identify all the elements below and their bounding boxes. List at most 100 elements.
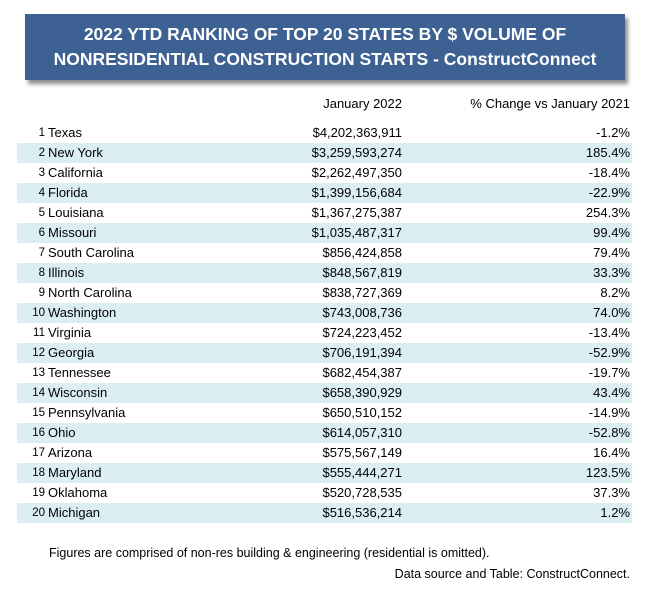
table-row: 14 Wisconsin $658,390,929 43.4% bbox=[17, 383, 632, 403]
table-row: 7 South Carolina $856,424,858 79.4% bbox=[17, 243, 632, 263]
state-cell: Louisiana bbox=[48, 205, 104, 220]
footnote: Figures are comprised of non-res buildin… bbox=[49, 546, 490, 560]
table-row: 5 Louisiana $1,367,275,387 254.3% bbox=[17, 203, 632, 223]
value-cell: $743,008,736 bbox=[322, 305, 402, 320]
state-cell: Ohio bbox=[48, 425, 76, 440]
pct-change-cell: 99.4% bbox=[593, 225, 630, 240]
value-cell: $856,424,858 bbox=[322, 245, 402, 260]
table-row: 19 Oklahoma $520,728,535 37.3% bbox=[17, 483, 632, 503]
table-row: 8 Illinois $848,567,819 33.3% bbox=[17, 263, 632, 283]
rank-cell: 20 bbox=[32, 507, 45, 519]
column-header-pct-change: % Change vs January 2021 bbox=[470, 96, 630, 111]
table-row: 17 Arizona $575,567,149 16.4% bbox=[17, 443, 632, 463]
state-cell: Michigan bbox=[48, 505, 101, 520]
table-row: 11 Virginia $724,223,452 -13.4% bbox=[17, 323, 632, 343]
rank-cell: 14 bbox=[32, 387, 45, 399]
pct-change-cell: 33.3% bbox=[593, 265, 630, 280]
title-line-2: NONRESIDENTIAL CONSTRUCTION STARTS - Con… bbox=[53, 49, 597, 69]
title-line-1: 2022 YTD RANKING OF TOP 20 STATES BY $ V… bbox=[83, 24, 567, 44]
value-cell: $614,057,310 bbox=[322, 425, 402, 440]
state-cell: Maryland bbox=[48, 465, 102, 480]
value-cell: $1,367,275,387 bbox=[311, 205, 402, 220]
table-row: 15 Pennsylvania $650,510,152 -14.9% bbox=[17, 403, 632, 423]
rank-cell: 2 bbox=[38, 147, 45, 159]
pct-change-cell: 185.4% bbox=[585, 145, 630, 160]
value-cell: $658,390,929 bbox=[322, 385, 402, 400]
state-cell: Virginia bbox=[48, 325, 92, 340]
title-banner: 2022 YTD RANKING OF TOP 20 STATES BY $ V… bbox=[25, 14, 625, 80]
state-cell: Georgia bbox=[48, 345, 95, 360]
pct-change-cell: -52.9% bbox=[588, 345, 630, 360]
pct-change-cell: 8.2% bbox=[600, 285, 630, 300]
rank-cell: 17 bbox=[32, 447, 45, 459]
value-cell: $555,444,271 bbox=[322, 465, 402, 480]
state-cell: California bbox=[48, 165, 103, 180]
value-cell: $650,510,152 bbox=[322, 405, 402, 420]
pct-change-cell: 43.4% bbox=[593, 385, 630, 400]
state-cell: Florida bbox=[48, 185, 88, 200]
pct-change-cell: 123.5% bbox=[585, 465, 630, 480]
pct-change-cell: 37.3% bbox=[593, 485, 630, 500]
column-header-january-2022: January 2022 bbox=[323, 96, 402, 111]
rank-cell: 12 bbox=[32, 347, 45, 359]
pct-change-cell: -52.8% bbox=[588, 425, 630, 440]
state-cell: Texas bbox=[48, 125, 82, 140]
pct-change-cell: -1.2% bbox=[596, 125, 630, 140]
value-cell: $724,223,452 bbox=[322, 325, 402, 340]
pct-change-cell: 16.4% bbox=[593, 445, 630, 460]
pct-change-cell: -22.9% bbox=[588, 185, 630, 200]
rank-cell: 1 bbox=[38, 127, 45, 139]
pct-change-cell: -14.9% bbox=[588, 405, 630, 420]
rank-cell: 6 bbox=[38, 227, 45, 239]
table-row: 6 Missouri $1,035,487,317 99.4% bbox=[17, 223, 632, 243]
value-cell: $2,262,497,350 bbox=[311, 165, 402, 180]
table-row: 3 California $2,262,497,350 -18.4% bbox=[17, 163, 632, 183]
source-note: Data source and Table: ConstructConnect. bbox=[394, 567, 630, 581]
pct-change-cell: 79.4% bbox=[593, 245, 630, 260]
state-cell: Pennsylvania bbox=[48, 405, 126, 420]
rank-cell: 5 bbox=[38, 207, 45, 219]
rank-cell: 19 bbox=[32, 487, 45, 499]
state-cell: Illinois bbox=[48, 265, 85, 280]
table-header: January 2022 % Change vs January 2021 bbox=[0, 96, 653, 116]
rank-cell: 9 bbox=[38, 287, 45, 299]
table-row: 10 Washington $743,008,736 74.0% bbox=[17, 303, 632, 323]
value-cell: $4,202,363,911 bbox=[312, 125, 402, 140]
rank-cell: 8 bbox=[38, 267, 45, 279]
state-cell: Wisconsin bbox=[48, 385, 108, 400]
rank-cell: 10 bbox=[32, 307, 45, 319]
value-cell: $575,567,149 bbox=[322, 445, 402, 460]
table-row: 13 Tennessee $682,454,387 -19.7% bbox=[17, 363, 632, 383]
table-row: 1 Texas $4,202,363,911 -1.2% bbox=[17, 123, 632, 143]
value-cell: $1,035,487,317 bbox=[311, 225, 402, 240]
rank-cell: 11 bbox=[33, 327, 45, 339]
state-cell: North Carolina bbox=[48, 285, 132, 300]
pct-change-cell: 1.2% bbox=[600, 505, 630, 520]
value-cell: $838,727,369 bbox=[322, 285, 402, 300]
rank-cell: 15 bbox=[32, 407, 45, 419]
state-cell: South Carolina bbox=[48, 245, 134, 260]
table-row: 2 New York $3,259,593,274 185.4% bbox=[17, 143, 632, 163]
value-cell: $3,259,593,274 bbox=[311, 145, 402, 160]
pct-change-cell: -13.4% bbox=[588, 325, 630, 340]
state-cell: New York bbox=[48, 145, 103, 160]
value-cell: $1,399,156,684 bbox=[311, 185, 402, 200]
rank-cell: 7 bbox=[38, 247, 45, 259]
value-cell: $706,191,394 bbox=[322, 345, 402, 360]
state-cell: Arizona bbox=[48, 445, 93, 460]
rank-cell: 16 bbox=[32, 427, 45, 439]
ranking-table: 1 Texas $4,202,363,911 -1.2% 2 New York $3,259… bbox=[17, 123, 632, 523]
value-cell: $682,454,387 bbox=[322, 365, 402, 380]
table-row: 20 Michigan $516,536,214 1.2% bbox=[17, 503, 632, 523]
state-cell: Missouri bbox=[48, 225, 97, 240]
rank-cell: 18 bbox=[32, 467, 45, 479]
value-cell: $516,536,214 bbox=[322, 505, 402, 520]
table-row: 16 Ohio $614,057,310 -52.8% bbox=[17, 423, 632, 443]
value-cell: $520,728,535 bbox=[322, 485, 402, 500]
table-row: 4 Florida $1,399,156,684 -22.9% bbox=[17, 183, 632, 203]
rank-cell: 3 bbox=[38, 167, 45, 179]
pct-change-cell: 74.0% bbox=[593, 305, 630, 320]
state-cell: Tennessee bbox=[48, 365, 111, 380]
rank-cell: 13 bbox=[32, 367, 45, 379]
rank-cell: 4 bbox=[38, 187, 45, 199]
